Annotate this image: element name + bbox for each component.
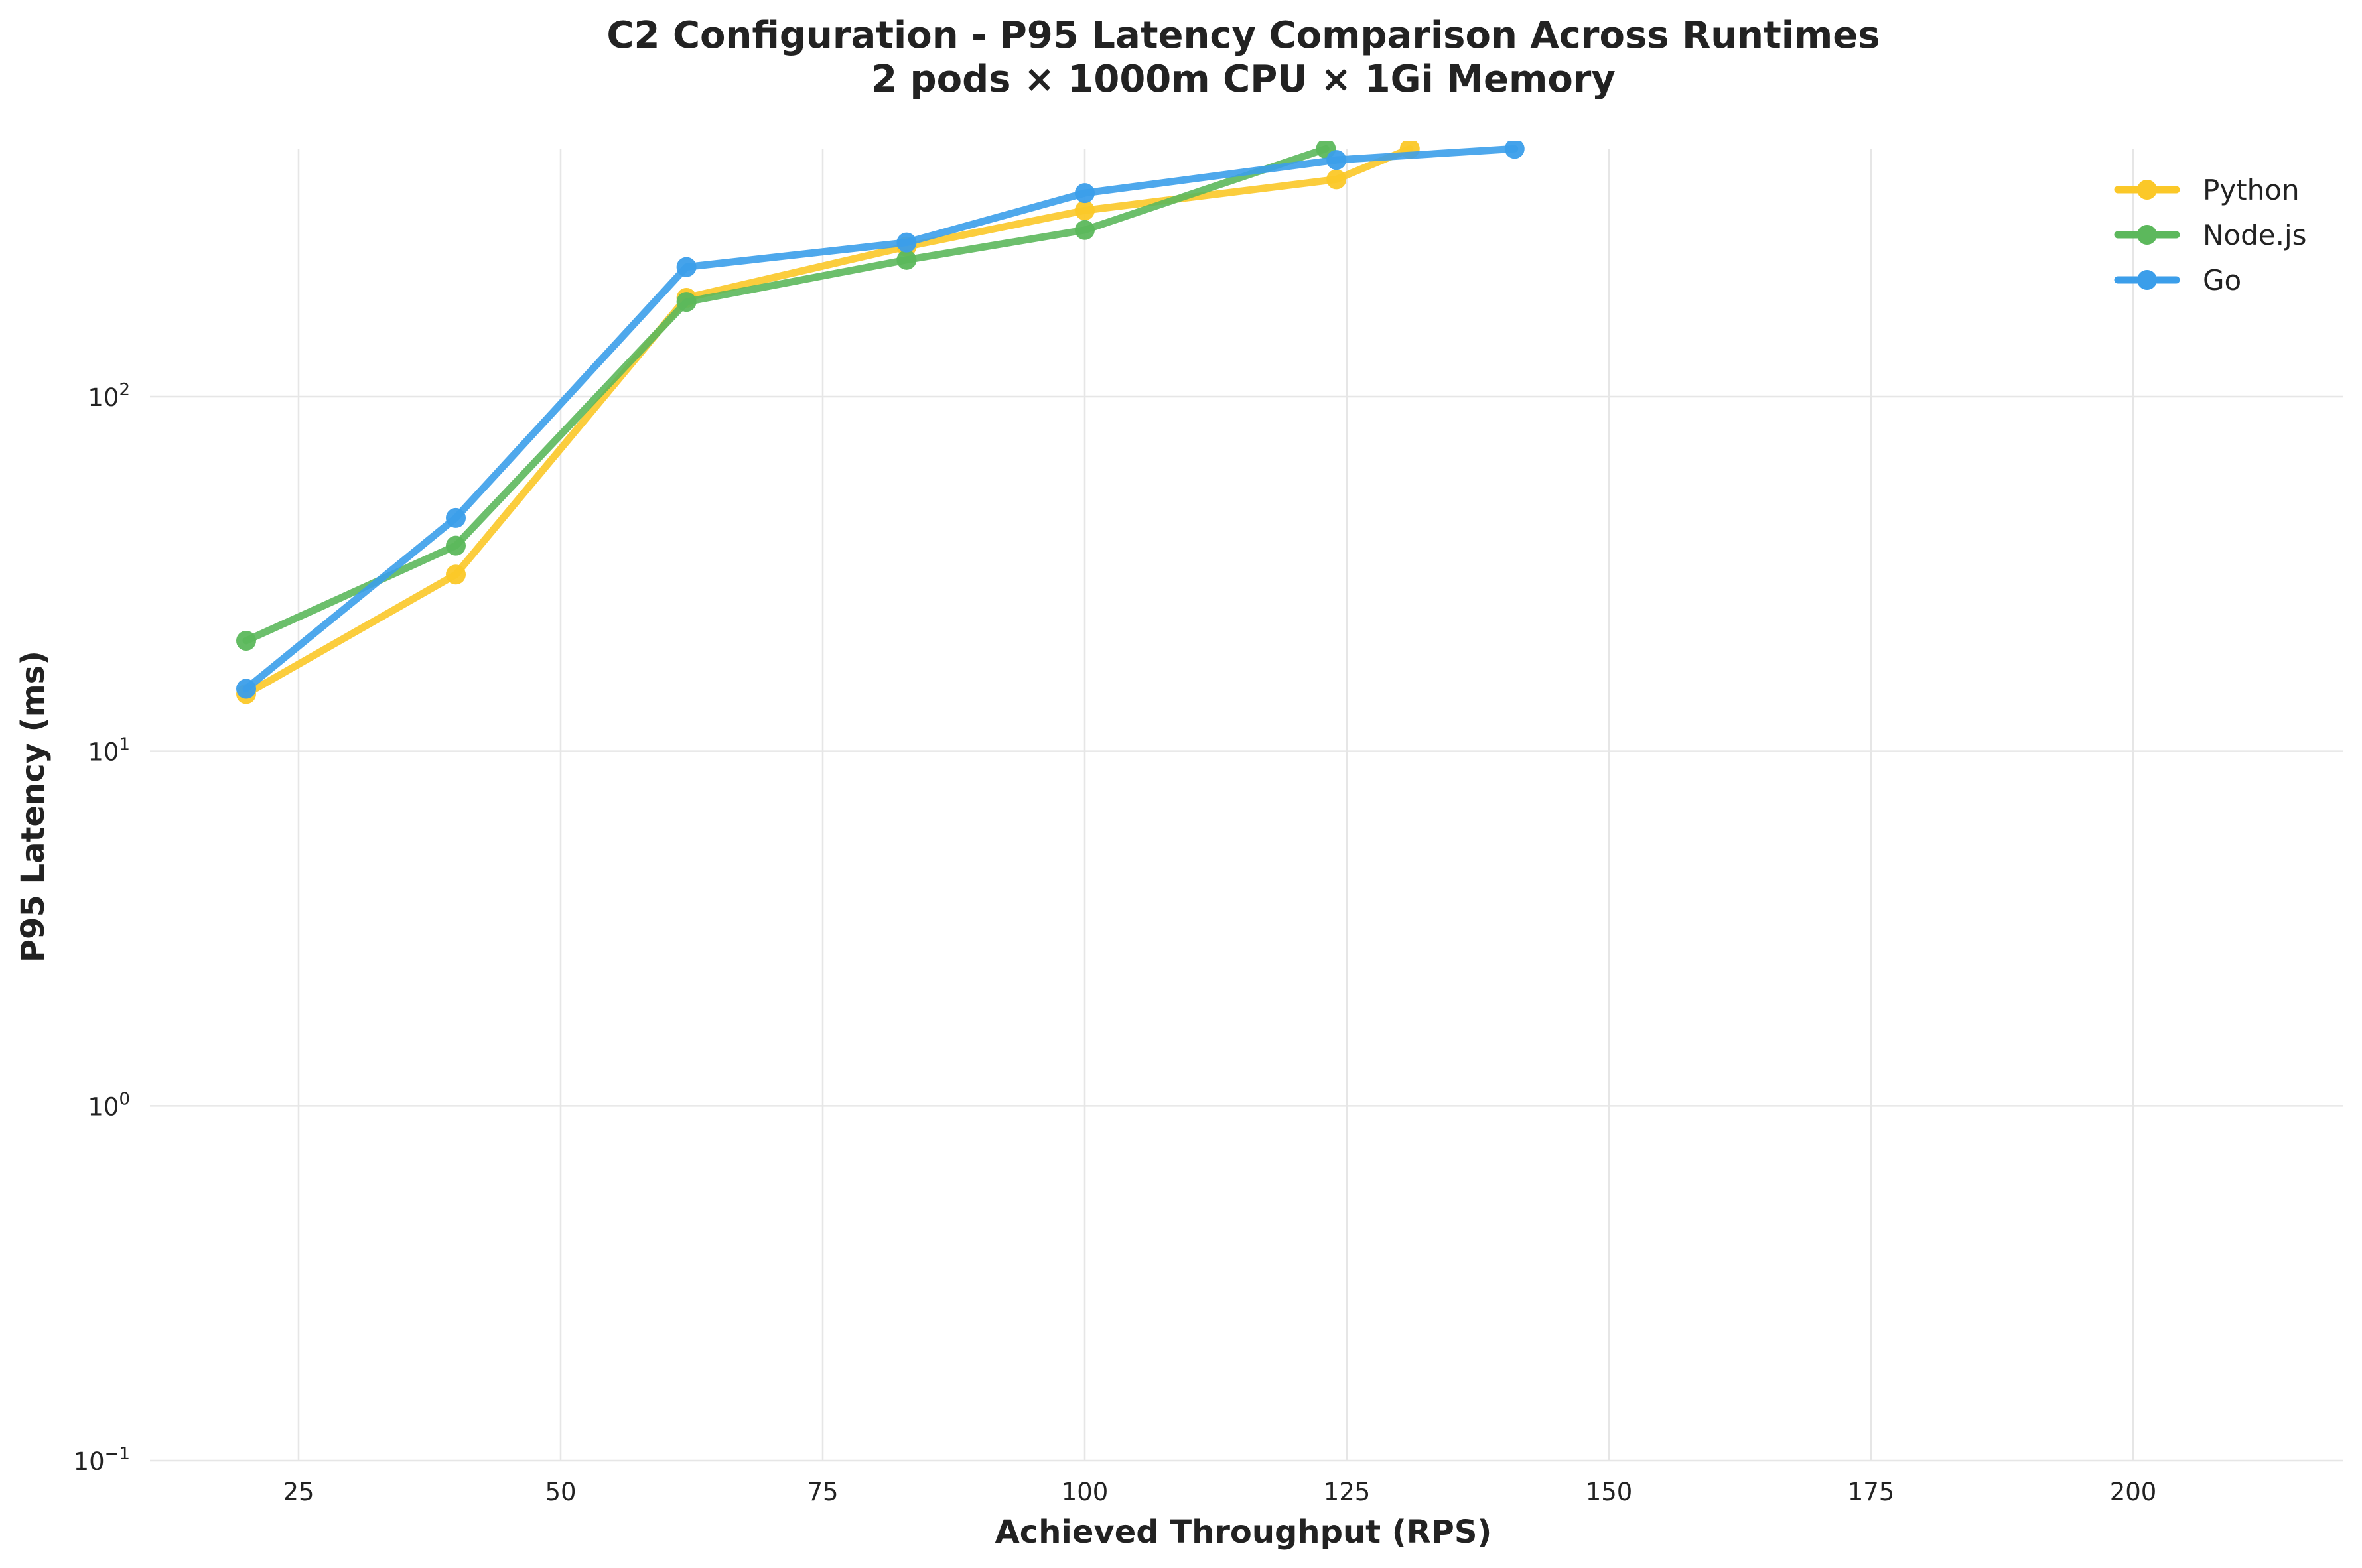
x-tick-label: 125 — [1324, 1478, 1371, 1506]
data-point-node-js — [676, 292, 697, 312]
chart-title: C2 Configuration - P95 Latency Compariso… — [606, 14, 1880, 57]
legend-item-node-js: Node.js — [2114, 219, 2307, 251]
data-point-node-js — [236, 630, 256, 651]
data-point-go — [236, 679, 256, 699]
series-line-go — [242, 145, 1519, 693]
data-series — [236, 141, 1525, 704]
y-tick-label: 101 — [88, 735, 130, 767]
x-tick-label: 175 — [1848, 1478, 1895, 1506]
legend-label-python: Python — [2203, 174, 2300, 206]
x-tick-label: 50 — [545, 1478, 576, 1506]
legend-marker-python — [2137, 180, 2157, 200]
x-tick-label: 75 — [807, 1478, 838, 1506]
data-point-node-js — [446, 535, 466, 556]
data-point-go — [446, 507, 466, 528]
data-point-python — [1326, 169, 1347, 190]
legend-label-go: Go — [2203, 264, 2241, 296]
legend-item-go: Go — [2114, 264, 2241, 296]
legend-label-node-js: Node.js — [2203, 219, 2307, 251]
y-tick-label: 100 — [88, 1089, 130, 1121]
x-tick-label: 200 — [2110, 1478, 2157, 1506]
series-go — [236, 141, 1525, 699]
legend-marker-go — [2137, 270, 2157, 290]
series-python — [236, 141, 1420, 704]
x-tick-label: 150 — [1586, 1478, 1633, 1506]
legend-marker-node-js — [2137, 225, 2157, 245]
grid — [150, 149, 2343, 1462]
y-tick-label: 10−1 — [74, 1444, 130, 1476]
series-node-js — [236, 141, 1336, 651]
data-point-python — [1075, 200, 1095, 221]
data-point-node-js — [1075, 220, 1095, 240]
y-tick-label: 102 — [88, 380, 130, 412]
data-point-go — [1504, 141, 1525, 159]
axis-ticks: 25 50 75 100 125 150 175 200 10−1 100 101 102 — [74, 380, 2157, 1506]
x-axis-label: Achieved Throughput (RPS) — [995, 1514, 1492, 1551]
data-point-node-js — [896, 249, 917, 270]
legend: Python Node.js Go — [2114, 174, 2307, 296]
x-tick-label: 100 — [1062, 1478, 1109, 1506]
y-axis-label: P95 Latency (ms) — [15, 651, 52, 962]
data-point-python — [446, 564, 466, 585]
data-point-go — [1075, 183, 1095, 204]
chart-subtitle: 2 pods × 1000m CPU × 1Gi Memory — [871, 58, 1616, 101]
legend-item-python: Python — [2114, 174, 2300, 206]
series-line-python — [242, 145, 1414, 698]
data-point-go — [896, 232, 917, 253]
data-point-go — [676, 257, 697, 277]
series-line-node-js — [242, 145, 1330, 645]
data-point-go — [1326, 150, 1347, 170]
x-tick-label: 25 — [283, 1478, 314, 1506]
